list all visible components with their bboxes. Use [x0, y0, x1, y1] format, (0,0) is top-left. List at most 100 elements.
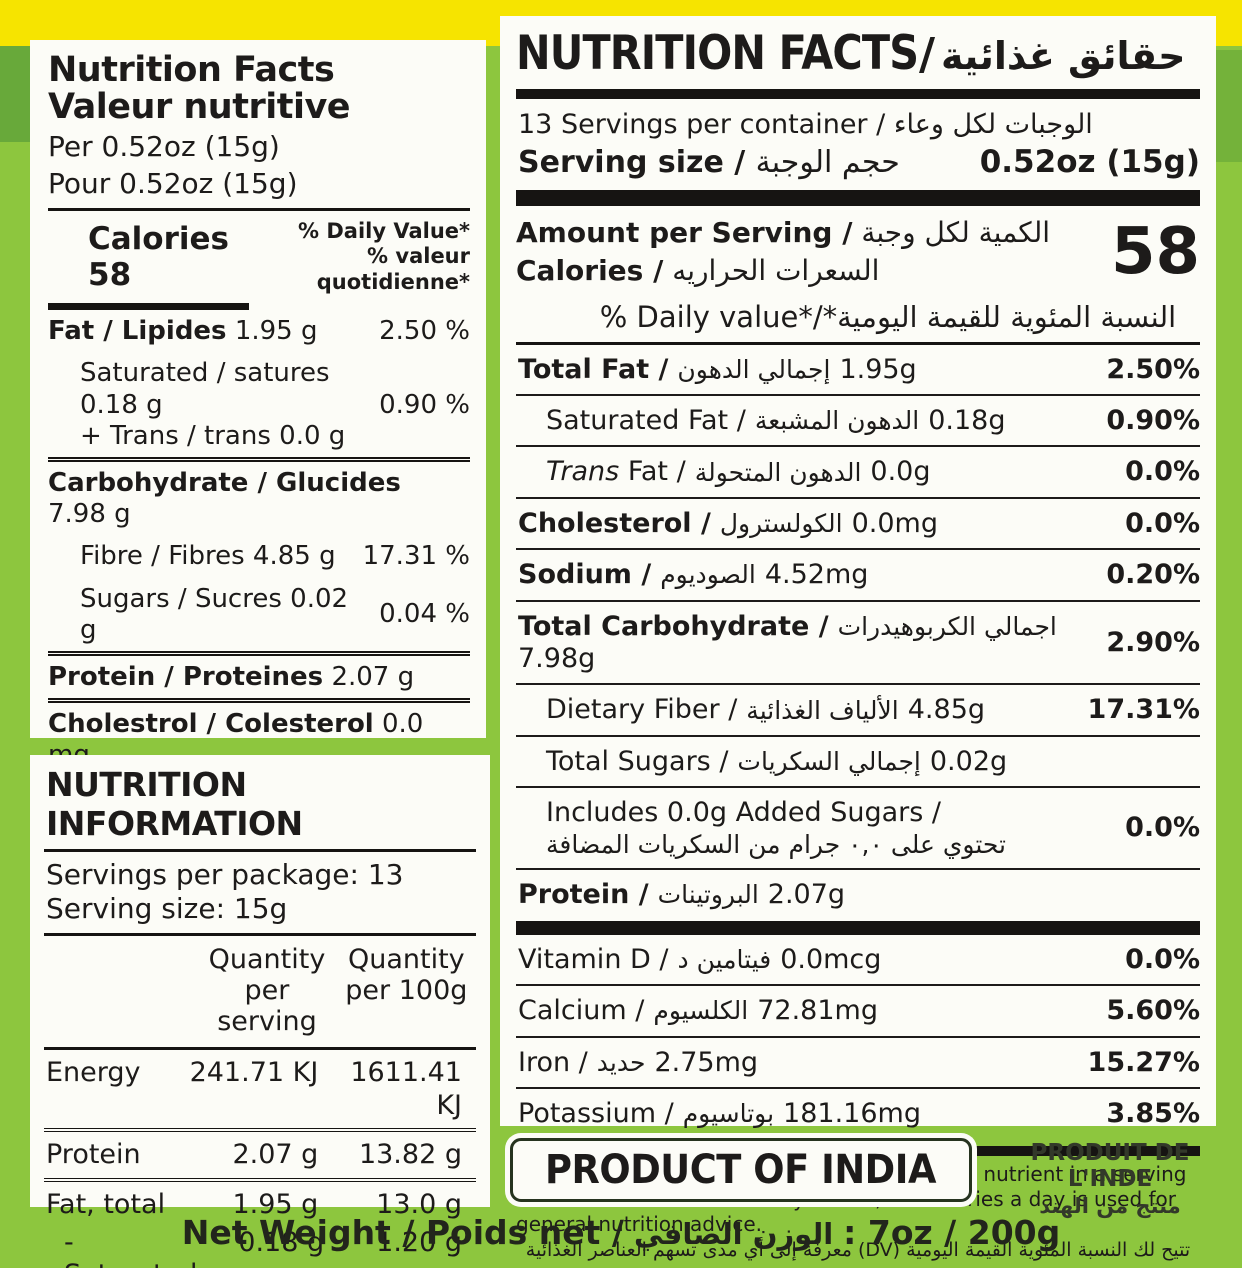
divider — [48, 208, 470, 212]
nutrition-facts-panel-arabic: NUTRITION FACTS / حقائق غذائية 13 Servin… — [500, 16, 1216, 1268]
nutrient-label-en: Cholesterol / — [518, 507, 711, 539]
panel-title: NUTRITION INFORMATION — [46, 765, 303, 843]
vitamin-dv: 3.85% — [1106, 1098, 1200, 1130]
row-per-100g: 1.20 g — [376, 1226, 463, 1258]
nutrient-value: 0.18 g — [80, 389, 163, 420]
net-weight-value: : 7oz / 200g — [843, 1213, 1061, 1252]
vitamin-row: Vitamin D / فيتامين د 0.0mcg 0.0% — [516, 935, 1200, 984]
nutrient-value: 2.07g — [767, 878, 846, 910]
nutrient-label-ar: الصوديوم — [660, 560, 756, 590]
nutrient-label-ar: البروتينات — [657, 879, 759, 909]
nutrient-value: 0.0g — [870, 456, 931, 488]
nutrient-value: 0.02 g — [80, 583, 349, 645]
nutrient-label: Saturated / satures — [80, 358, 330, 389]
nutrient-label-en: Total Fat / — [518, 353, 669, 385]
row-label: Protein — [46, 1139, 141, 1171]
nutrient-value: 0.02g — [929, 745, 1008, 777]
vitamin-row: Potassium / بوتاسيوم 181.16mg 3.85% — [516, 1087, 1200, 1138]
column-header-per-100g: Quantity per 100g — [345, 944, 468, 1007]
nutrient-label-ar: الألياف الغذائية — [746, 695, 899, 725]
serving-basis-en: Per 0.52oz (15g) — [48, 130, 280, 164]
table-header: Quantity per serving Quantity per 100g — [44, 936, 476, 1047]
amount-per-serving-en: Amount per Serving / — [516, 216, 853, 249]
vitamin-label-ar: حديد — [596, 1047, 646, 1077]
panel-title-fr: Valeur nutritive — [48, 87, 351, 128]
nutrient-row: Fibre / Fibres 4.85 g 17.31 % — [48, 535, 470, 577]
vitamin-label-en: Vitamin D / — [518, 943, 669, 975]
vitamin-label-en: Potassium / — [518, 1098, 674, 1130]
dv-header-en: % Daily value*/ — [599, 299, 823, 334]
nutrient-dv: 17.31 % — [362, 541, 470, 572]
serving-basis-fr: Pour 0.52oz (15g) — [48, 167, 298, 201]
product-of-india-badge: PRODUCT OF INDIA — [505, 1133, 977, 1207]
nutrient-row: Total Carbohydrate / اجمالي الكربوهيدرات 7… — [516, 599, 1200, 684]
nutrient-row: Fat / Lipides 1.95 g 2.50 % — [48, 310, 470, 352]
nutrient-row: Protein / البروتينات 2.07g — [516, 867, 1200, 919]
vitamin-value: 181.16mg — [783, 1098, 921, 1130]
nutrient-dv: 17.31% — [1087, 694, 1200, 726]
divider — [44, 1047, 476, 1051]
row-label: - Saturated — [64, 1226, 197, 1268]
table-row: - Saturated 0.18 g 1.20 g — [44, 1227, 476, 1268]
nutrient-row: Includes 0.0g Added Sugars / تحتوي على ٠,… — [516, 786, 1200, 867]
nutrient-label-ar: اجمالي الكربوهيدرات — [837, 611, 1057, 641]
origin-ar: منتج من الهند — [1039, 1194, 1181, 1218]
dv-header-ar: النسبة المئوية للقيمة اليومية* — [822, 299, 1177, 334]
nutrient-value: 0.0mg — [851, 507, 938, 539]
nutrient-label: Sugars / Sucres — [80, 583, 282, 614]
calories-row: Calories 58 % Daily Value* % valeur quot… — [48, 215, 470, 311]
badge-text: PRODUCT OF INDIA — [545, 1147, 937, 1193]
origin-fr: PRODUIT DE L'INDE — [1030, 1140, 1190, 1192]
column-header-per-serving: Quantity per serving — [208, 944, 326, 1038]
nutrient-label: Cholestrol / Colesterol — [48, 709, 374, 740]
nutrient-dv: 0.90% — [1106, 404, 1200, 436]
row-per-serving: 2.07 g — [232, 1139, 319, 1171]
nutrient-dv: 0.04 % — [379, 599, 470, 630]
nutrient-row: Cholesterol / الكولسترول 0.0mg 0.0% — [516, 496, 1200, 548]
nutrient-value: 0.18g — [928, 404, 1006, 436]
nutrient-label-ar: إجمالي الدهون — [677, 354, 831, 384]
nutrient-label-ar: الدهون المشبعة — [754, 406, 920, 436]
row-label: Energy — [46, 1057, 141, 1089]
calories-label-en: Calories / — [516, 253, 664, 287]
row-per-100g: 1611.41 KJ — [350, 1057, 462, 1121]
package-green-accent-left — [0, 46, 30, 142]
row-per-100g: 13.0 g — [376, 1188, 462, 1220]
nutrition-information-panel: NUTRITION INFORMATION Servings per packa… — [30, 755, 490, 1268]
vitamin-value: 2.75mg — [654, 1046, 759, 1078]
vitamin-label-en: Iron / — [518, 1046, 588, 1078]
nutrient-value: 1.95 g — [234, 316, 318, 347]
origin-block: PRODUIT DE L'INDE منتج من الهند — [985, 1140, 1235, 1218]
vitamin-value: 72.81mg — [757, 995, 878, 1027]
panel-title-en: Nutrition Facts — [48, 50, 335, 90]
dv-header: % Daily value*/النسبة المئوية للقيمة الي… — [516, 290, 1200, 342]
vitamin-label-ar: فيتامين د — [677, 945, 772, 975]
divider — [516, 920, 1200, 935]
calories-value: Calories 58 — [88, 221, 229, 294]
nutrient-label-en: Saturated Fat / — [546, 404, 746, 436]
amount-per-serving-ar: الكمية لكل وجبة — [861, 216, 1051, 249]
row-per-serving: 0.18 g — [238, 1226, 325, 1258]
servings-ar: الوجبات لكل وعاء — [893, 109, 1093, 140]
vitamin-dv: 5.60% — [1106, 995, 1200, 1027]
nutrient-label: Protein / Proteines — [48, 661, 324, 692]
nutrient-label-ar: الكولسترول — [719, 508, 843, 538]
nutrition-facts-panel-bilingual: Nutrition Facts Valeur nutritive Per 0.5… — [30, 40, 486, 1087]
panel-title-ar: حقائق غذائية — [941, 34, 1186, 78]
table-row: Protein 2.07 g 13.82 g — [44, 1128, 476, 1177]
nutrient-label-en: Total Sugars / — [546, 745, 729, 777]
serving-size: Serving size: 15g — [46, 891, 288, 925]
nutrient-row: Cholestrol / Colesterol 0.0 mg — [48, 698, 470, 776]
net-weight-ar: الوزن الصافي — [633, 1217, 834, 1251]
nutrient-dv: 0.20% — [1106, 559, 1200, 591]
dv-header-fr: % valeur quotidienne* — [316, 244, 470, 294]
vitamin-value: 0.0mcg — [780, 943, 882, 975]
divider — [44, 849, 476, 852]
nutrient-label-en: Total Carbohydrate / — [518, 610, 829, 642]
row-per-serving: 241.71 KJ — [189, 1057, 319, 1089]
nutrient-row: Saturated Fat / الدهون المشبعة 0.18g 0.90% — [516, 393, 1200, 445]
vitamin-row: Calcium / الكلسيوم 72.81mg 5.60% — [516, 984, 1200, 1035]
divider — [44, 933, 476, 937]
panel-title: NUTRITION FACTS / حقائق غذائية — [516, 26, 1200, 81]
vitamin-label-ar: الكلسيوم — [653, 996, 749, 1026]
